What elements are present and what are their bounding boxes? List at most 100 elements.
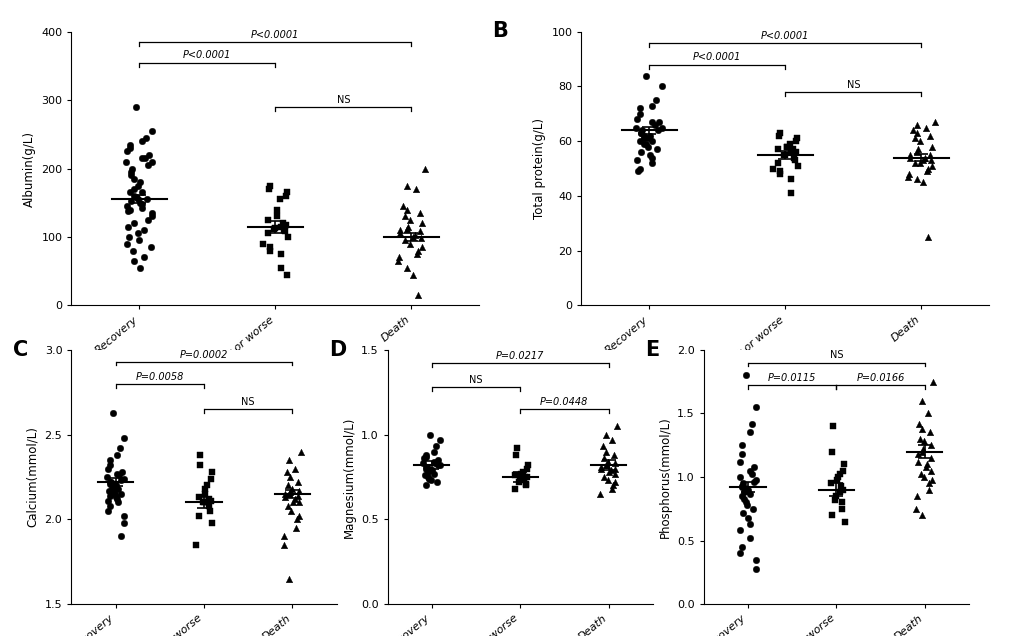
Point	[200, 497, 216, 508]
Text: P=0.0217: P=0.0217	[495, 351, 544, 361]
Point	[631, 103, 647, 113]
Point	[908, 120, 924, 130]
Point	[417, 470, 433, 480]
Point	[631, 109, 647, 119]
Point	[109, 497, 125, 508]
Point	[275, 540, 291, 550]
Point	[122, 167, 139, 177]
Point	[507, 450, 524, 460]
Point	[771, 169, 788, 179]
Point	[835, 485, 851, 495]
Point	[606, 459, 623, 469]
Point	[201, 494, 217, 504]
Point	[203, 495, 219, 506]
Point	[922, 161, 938, 171]
Point	[785, 153, 801, 163]
Point	[732, 548, 748, 558]
Point	[648, 144, 664, 155]
Point	[398, 205, 415, 215]
Point	[911, 158, 927, 168]
Point	[643, 153, 659, 163]
Point	[265, 224, 281, 234]
Point	[129, 194, 146, 204]
Point	[421, 474, 437, 484]
Point	[517, 479, 533, 489]
Point	[734, 478, 750, 488]
Point	[104, 484, 120, 494]
Point	[125, 184, 142, 194]
Point	[107, 489, 123, 499]
Point	[418, 462, 434, 472]
Point	[911, 434, 927, 444]
Point	[508, 443, 525, 453]
Point	[144, 126, 160, 136]
Point	[608, 421, 625, 431]
Point	[260, 184, 276, 194]
Point	[595, 453, 611, 464]
Point	[277, 492, 293, 502]
Point	[283, 506, 300, 516]
Point	[828, 472, 845, 482]
Point	[745, 477, 761, 487]
Point	[276, 226, 292, 237]
Point	[125, 218, 142, 228]
Point	[102, 501, 118, 511]
Point	[127, 102, 144, 112]
Point	[593, 464, 609, 474]
Point	[788, 147, 804, 157]
Point	[908, 147, 924, 157]
Point	[918, 459, 934, 469]
Point	[908, 174, 924, 184]
Point	[410, 245, 426, 256]
Point	[201, 501, 217, 511]
Point	[276, 531, 292, 541]
Point	[632, 128, 648, 138]
Point	[413, 233, 429, 244]
Point	[828, 474, 845, 485]
Point	[830, 469, 847, 480]
Point	[900, 169, 916, 179]
Point	[787, 136, 803, 146]
Point	[519, 472, 535, 482]
Point	[289, 490, 306, 501]
Point	[909, 457, 925, 467]
Point	[277, 489, 293, 499]
Point	[635, 130, 651, 141]
Point	[133, 153, 150, 163]
Y-axis label: Calcium(mmol/L): Calcium(mmol/L)	[26, 427, 39, 527]
Point	[102, 477, 118, 487]
Point	[410, 290, 426, 300]
Point	[782, 174, 798, 184]
Point	[733, 491, 749, 501]
Point	[412, 208, 428, 218]
Point	[391, 225, 408, 235]
Text: B: B	[491, 21, 507, 41]
Point	[115, 518, 131, 528]
Point	[593, 462, 609, 472]
Point	[137, 153, 153, 163]
Point	[629, 155, 645, 165]
Point	[398, 224, 415, 234]
Point	[430, 455, 446, 465]
Point	[779, 142, 795, 152]
Point	[274, 218, 290, 228]
Point	[421, 429, 437, 439]
Point	[115, 511, 131, 521]
Point	[777, 142, 794, 152]
Point	[109, 450, 125, 460]
Point	[782, 139, 798, 149]
Point	[144, 156, 160, 167]
Point	[113, 475, 129, 485]
Point	[827, 491, 844, 501]
Point	[195, 497, 211, 508]
Point	[632, 163, 648, 174]
Point	[122, 170, 139, 181]
Point	[769, 158, 786, 168]
Point	[515, 467, 531, 477]
Point	[641, 130, 657, 141]
Point	[596, 472, 612, 482]
Point	[516, 474, 532, 484]
Point	[133, 199, 150, 209]
Point	[900, 172, 916, 182]
Point	[925, 117, 942, 127]
